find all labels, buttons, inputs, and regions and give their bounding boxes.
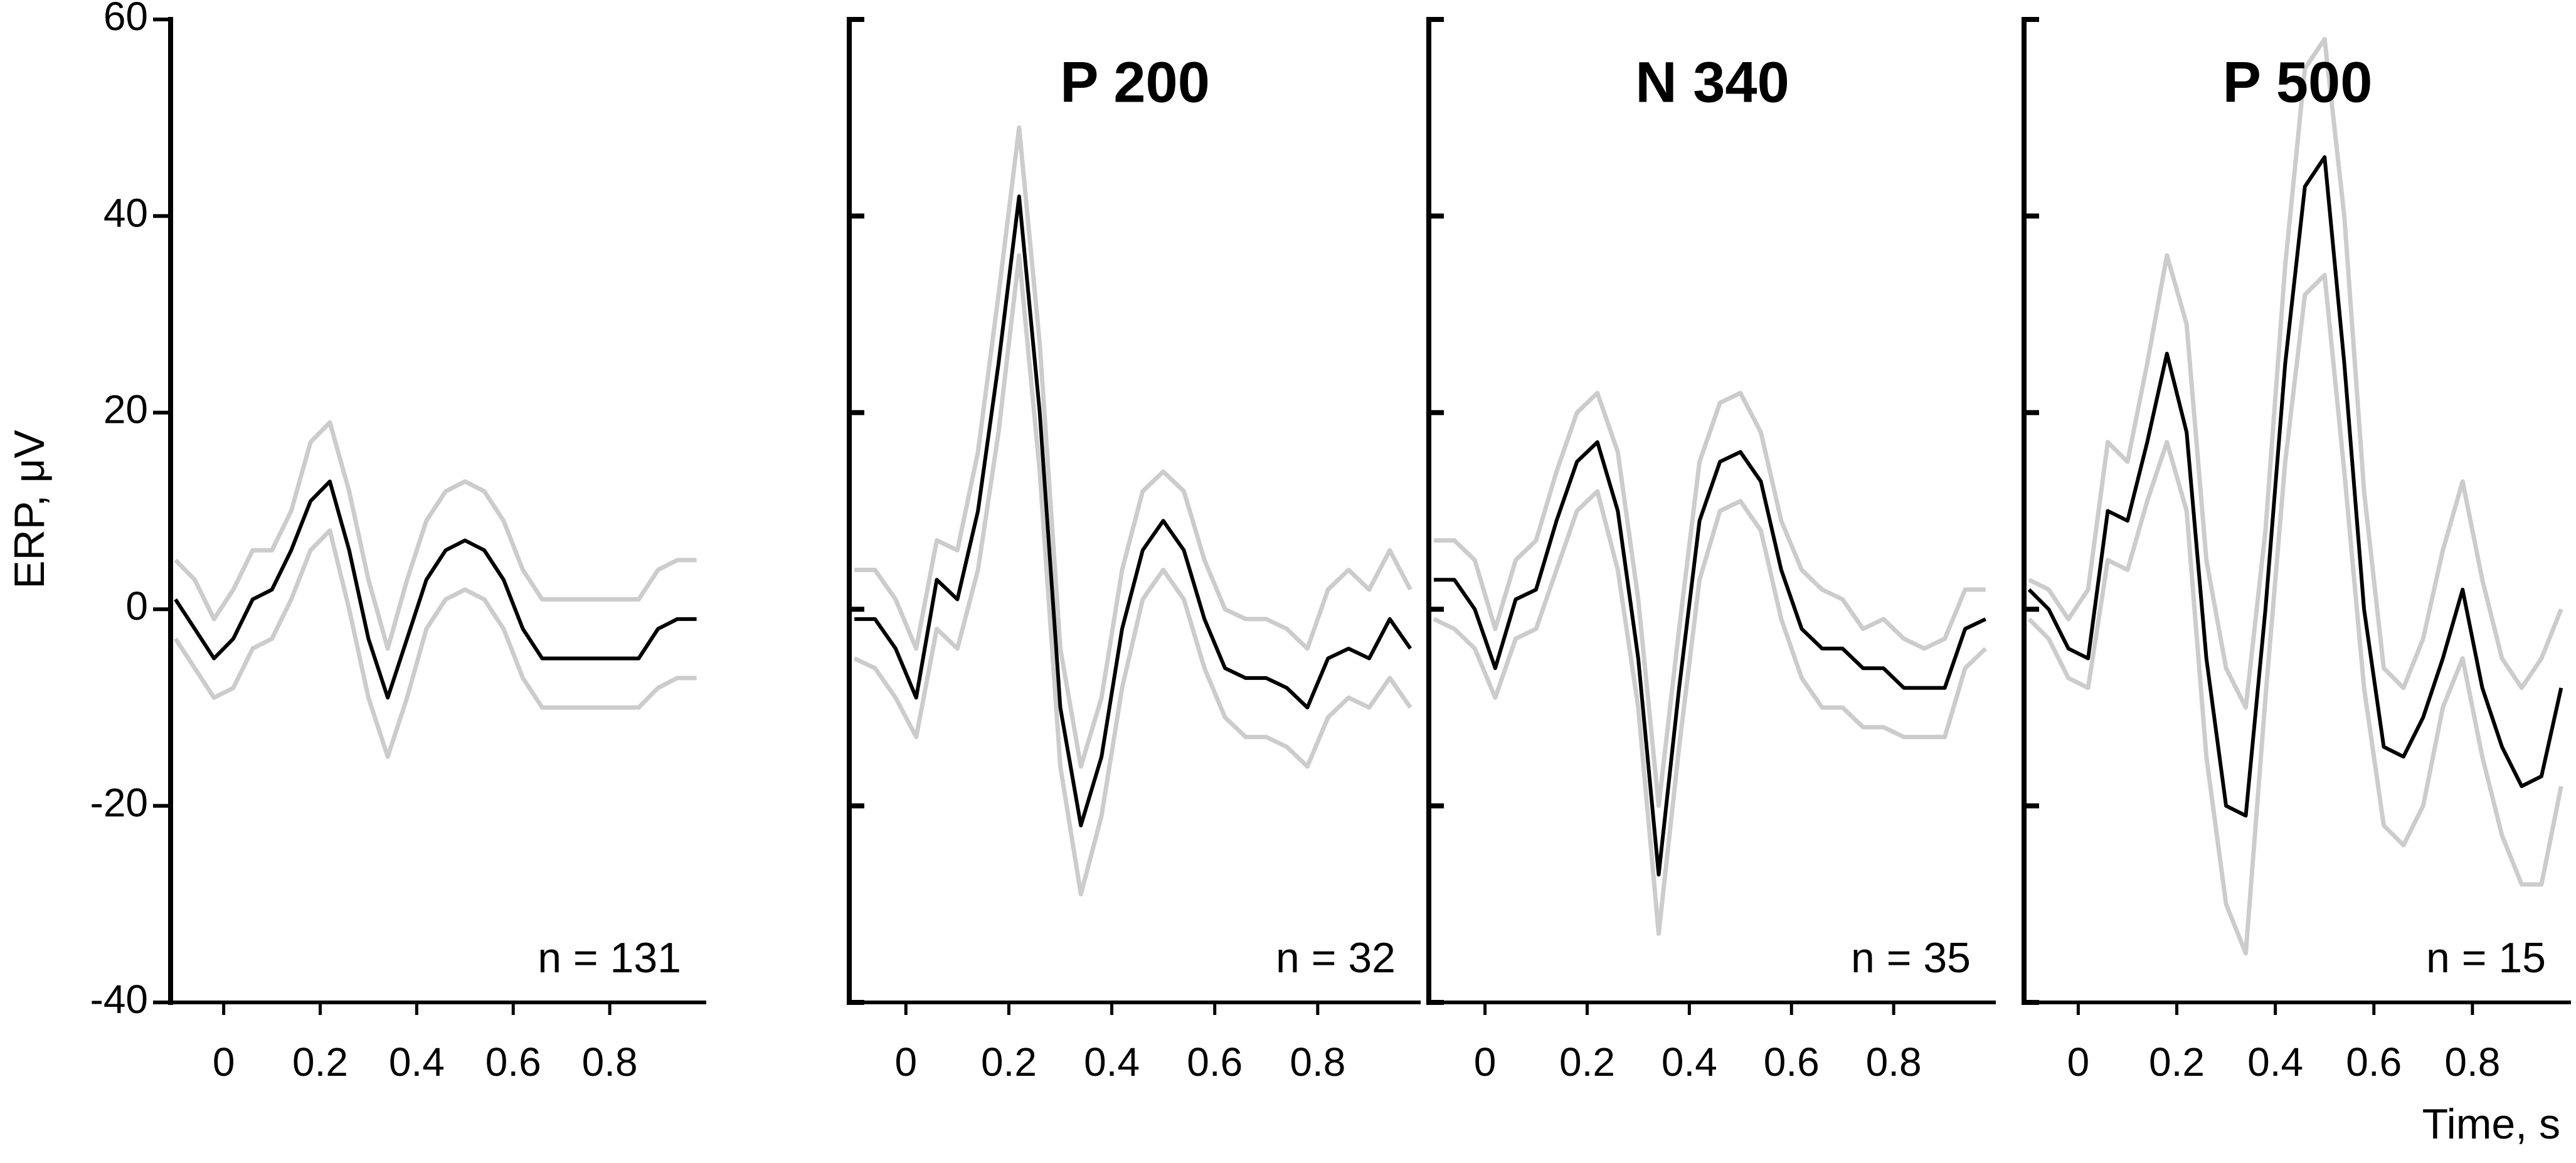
x-tick-label: 0.8 — [2444, 1039, 2500, 1085]
x-tick-label: 0.2 — [2149, 1039, 2205, 1085]
x-axis-label: Time, s — [2422, 1100, 2560, 1148]
y-tick-label: 20 — [103, 387, 148, 432]
x-tick-label: 0.4 — [1662, 1039, 1717, 1085]
x-tick-label: 0 — [213, 1039, 235, 1085]
series-line — [853, 253, 1413, 897]
series-line — [1433, 489, 1988, 936]
y-tick-label: -40 — [90, 977, 149, 1022]
y-tick-label: 40 — [103, 190, 148, 235]
sample-size: n = 131 — [538, 934, 681, 982]
sample-size: n = 35 — [1851, 934, 1971, 982]
series-line — [173, 528, 697, 759]
x-tick-label: 0.4 — [1084, 1039, 1140, 1085]
series-line — [854, 125, 1413, 769]
series-line — [1434, 440, 1986, 877]
x-tick-label: 0.8 — [582, 1039, 638, 1085]
x-tick-label: 0.6 — [1764, 1039, 1820, 1085]
x-tick-label: 0.4 — [2247, 1039, 2303, 1085]
panel-title: P 200 — [1060, 50, 1210, 114]
series-line — [2028, 36, 2563, 710]
series-line — [174, 479, 697, 700]
series-line — [854, 194, 1413, 827]
x-tick-label: 0.2 — [1559, 1039, 1615, 1085]
y-tick-label: -20 — [90, 780, 149, 826]
series-line — [174, 420, 697, 651]
x-tick-label: 0 — [894, 1039, 917, 1085]
x-tick-label: 0.2 — [292, 1039, 348, 1085]
x-tick-label: 0.6 — [1187, 1039, 1243, 1085]
y-tick-label: 60 — [103, 0, 148, 39]
x-tick-label: 0.6 — [2346, 1039, 2402, 1085]
y-tick-label: 0 — [125, 583, 148, 629]
x-tick-label: 0 — [1474, 1039, 1497, 1085]
x-tick-label: 0.8 — [1290, 1039, 1345, 1085]
x-tick-label: 0.6 — [485, 1039, 541, 1085]
series-line — [1434, 391, 1986, 809]
sample-size: n = 32 — [1276, 934, 1396, 982]
x-tick-label: 0.4 — [389, 1039, 445, 1085]
x-tick-label: 0 — [2067, 1039, 2090, 1085]
x-tick-label: 0.8 — [1866, 1039, 1922, 1085]
series-line — [2027, 155, 2563, 818]
sample-size: n = 15 — [2426, 934, 2546, 982]
x-tick-label: 0.2 — [981, 1039, 1037, 1085]
y-axis-label: ERP, μV — [6, 430, 53, 589]
series-line — [2027, 272, 2563, 956]
panel-title: N 340 — [1635, 50, 1789, 114]
panel-title: P 500 — [2223, 50, 2373, 114]
